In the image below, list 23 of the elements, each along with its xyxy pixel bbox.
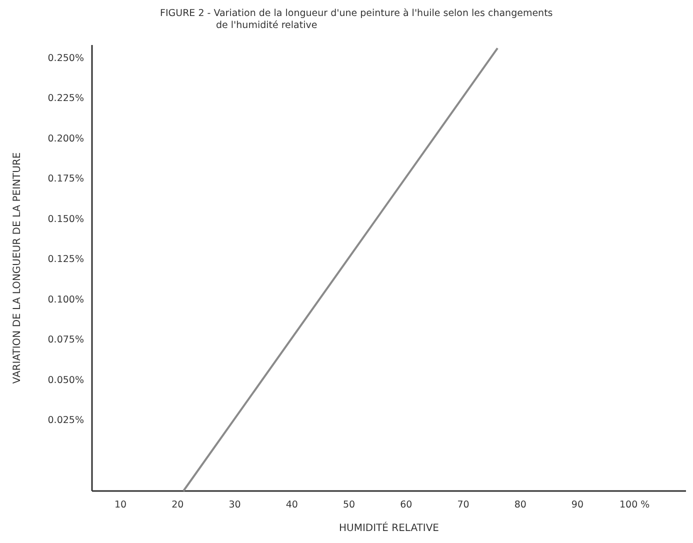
chart-title: FIGURE 2 - Variation de la longueur d'une peinture à l'huile selon les changements de l'humidité relative — [160, 8, 553, 31]
y-tick-label: 0.025% — [48, 415, 84, 426]
y-tick-label: 0.075% — [48, 334, 84, 346]
x-tick-label: 10 — [114, 500, 127, 511]
x-tick-label: 60 — [400, 500, 412, 511]
y-tick-label: 0.100% — [48, 294, 84, 306]
y-tick-label: 0.050% — [48, 374, 84, 386]
x-tick-label: 40 — [286, 500, 298, 511]
x-tick-label: 100 % — [620, 500, 650, 511]
x-tick-label: 90 — [571, 500, 584, 511]
x-axis-title: HUMIDITÉ RELATIVE — [338, 521, 440, 534]
x-tick-label: 80 — [514, 500, 526, 511]
x-tick-label: 50 — [342, 500, 356, 511]
y-tick-label: 0.200% — [48, 133, 84, 144]
y-axis-title: VARIATION DE LA LONGUEUR DE LA PEINTURE — [12, 152, 23, 384]
y-tick-label: 0.225% — [48, 93, 84, 104]
x-tick-label: 70 — [457, 500, 470, 511]
x-tick-label: 30 — [228, 500, 241, 511]
y-tick-label: 0.150% — [48, 214, 84, 225]
y-tick-label: 0.250% — [48, 52, 84, 64]
x-tick-label: 20 — [172, 500, 184, 511]
y-tick-label: 0.175% — [48, 174, 84, 185]
y-tick-label: 0.125% — [48, 254, 84, 266]
